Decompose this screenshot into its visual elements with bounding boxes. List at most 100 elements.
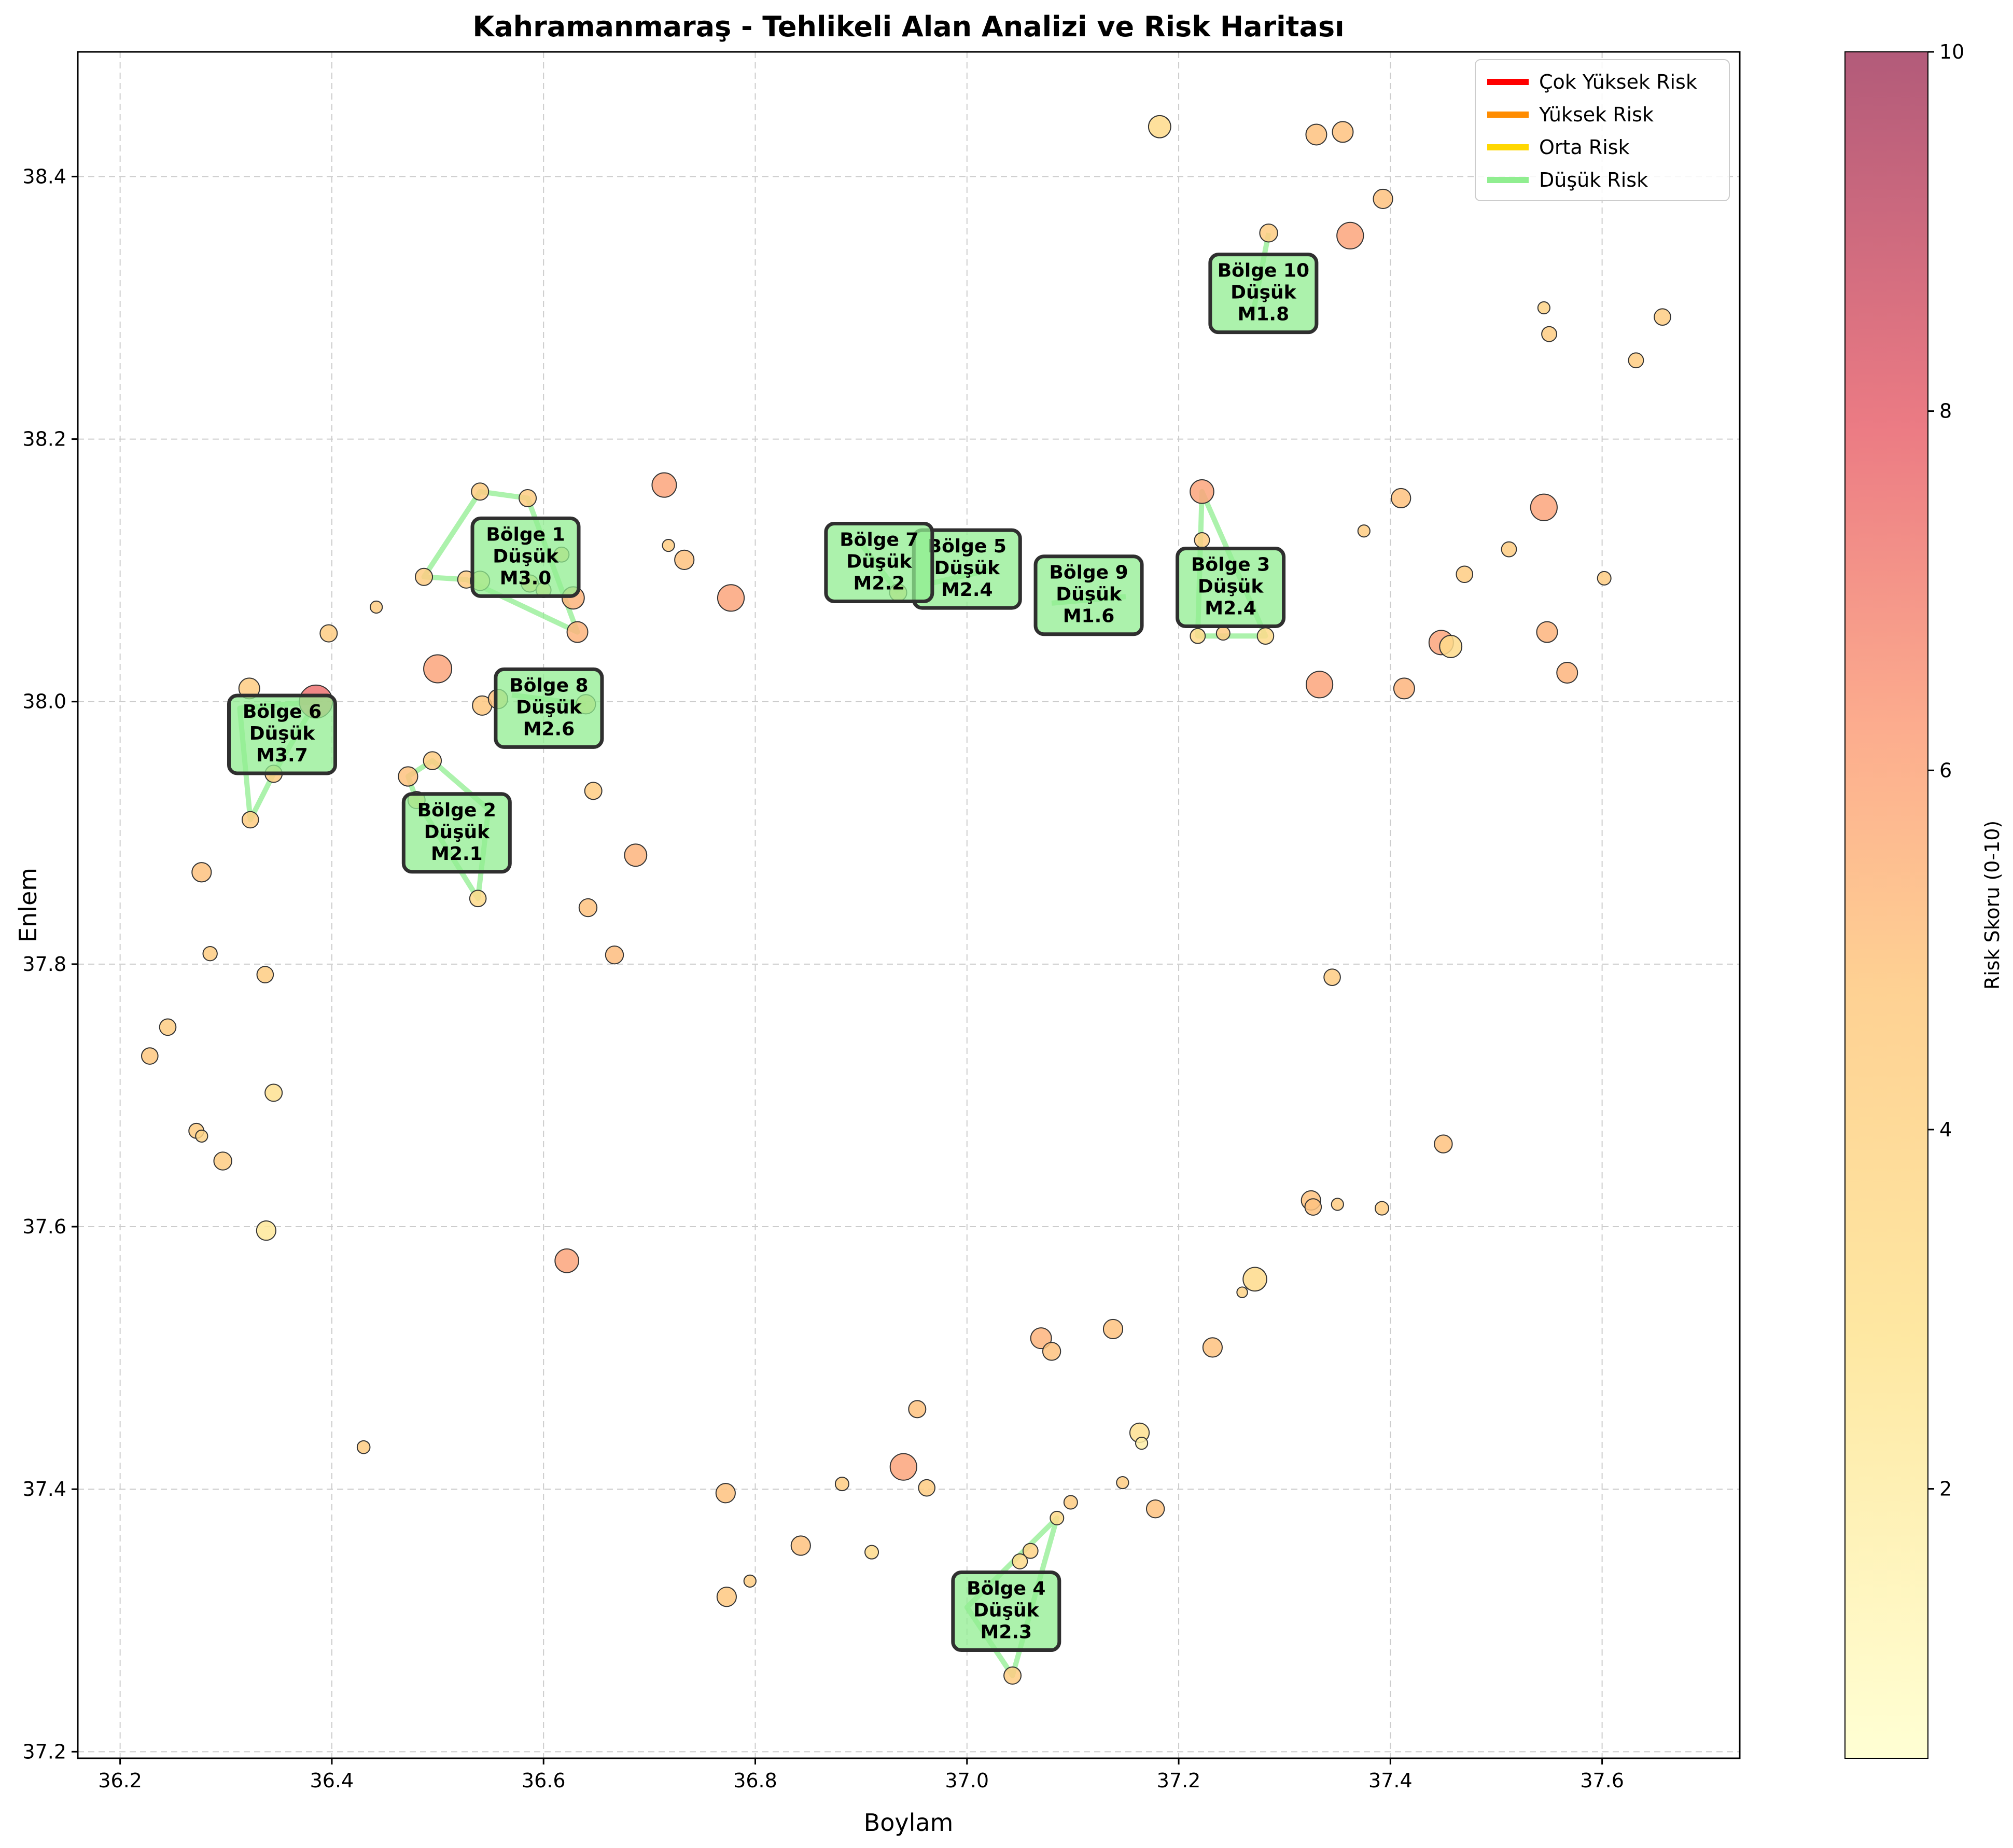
earthquake-point — [471, 482, 490, 501]
zone-label-magnitude: M2.4 — [941, 579, 993, 601]
zone-label-name: Bölge 7 — [840, 529, 918, 550]
zone-label-name: Bölge 8 — [509, 675, 588, 696]
colorbar-tick-label: 10 — [1939, 40, 1964, 63]
earthquake-point — [370, 600, 383, 614]
earthquake-point — [1148, 115, 1171, 138]
earthquake-point — [1022, 1543, 1039, 1559]
zone-label-magnitude: M1.6 — [1063, 606, 1115, 627]
zone-label-box — [1033, 554, 1144, 636]
earthquake-point — [1375, 1201, 1390, 1216]
earthquake-point — [1256, 627, 1275, 645]
zone-label-magnitude: M2.1 — [431, 843, 483, 865]
colorbar-label: Risk Skoru (0-10) — [1981, 821, 2004, 990]
earthquake-point — [1202, 1337, 1223, 1358]
x-tick-label: 37.4 — [1368, 1769, 1413, 1792]
earthquake-point — [1456, 565, 1474, 583]
earthquake-point — [624, 843, 648, 867]
earthquake-point — [605, 945, 624, 965]
earthquake-point — [415, 567, 434, 586]
earthquake-point — [717, 584, 745, 612]
y-axis-label: Enlem — [14, 868, 42, 942]
zone-label-risk: Düşük — [973, 1600, 1040, 1621]
earthquake-point — [864, 1545, 879, 1560]
colorbar: Risk Skoru (0-10) 2 4 6 8 10 — [1844, 40, 2004, 1759]
grid-lines — [78, 52, 1740, 1758]
earthquake-point — [423, 751, 442, 770]
earthquake-point — [1304, 1198, 1322, 1216]
earthquake-point — [1050, 1510, 1065, 1525]
colorbar-tick-label: 6 — [1939, 759, 1952, 782]
earthquake-point — [213, 1151, 232, 1171]
legend-box — [1475, 59, 1730, 201]
zone-label-box — [951, 1571, 1061, 1652]
earthquake-point — [743, 1574, 757, 1588]
earthquake-point — [1116, 1476, 1129, 1490]
earthquake-point — [1305, 123, 1327, 146]
zone-label-magnitude: M2.3 — [981, 1622, 1032, 1643]
earthquake-point — [1190, 479, 1214, 504]
earthquake-point — [918, 1479, 936, 1497]
earthquake-point — [1305, 671, 1334, 699]
zone-label-magnitude: M3.7 — [256, 745, 308, 766]
earthquake-point — [264, 1083, 283, 1102]
earthquake-point — [1215, 626, 1231, 641]
earthquake-point — [1597, 571, 1612, 586]
earthquake-point — [191, 862, 212, 883]
earthquake-point — [1654, 308, 1671, 326]
zone-label-box — [227, 693, 337, 775]
legend-entry: Orta Risk — [1539, 136, 1630, 159]
zone-label-risk: Düşük — [1056, 584, 1122, 605]
zone-label-box — [1176, 547, 1286, 629]
earthquake-point — [1332, 121, 1354, 143]
y-tick-label: 37.4 — [22, 1478, 66, 1500]
legend-entry: Düşük Risk — [1539, 169, 1648, 191]
zone-label-name: Bölge 5 — [928, 536, 1007, 557]
earthquake-point — [566, 621, 589, 643]
y-axis-ticks: 37.2 37.4 37.6 37.8 38.0 38.2 38.4 — [22, 165, 78, 1763]
earthquake-point — [1236, 1286, 1248, 1298]
earthquake-point — [1259, 224, 1278, 243]
zone-label-box — [824, 521, 934, 603]
zone-label-magnitude: M2.2 — [854, 573, 905, 594]
x-tick-label: 37.2 — [1157, 1769, 1201, 1792]
zone-label-name: Bölge 1 — [486, 524, 565, 545]
earthquake-point — [398, 766, 418, 787]
earthquake-point — [1331, 1198, 1344, 1211]
earthquake-point — [469, 890, 487, 908]
earthquake-point — [908, 1400, 927, 1419]
earthquake-point — [1391, 488, 1411, 509]
legend-entry: Çok Yüksek Risk — [1539, 71, 1697, 93]
earthquake-point — [1194, 532, 1210, 548]
earthquake-point — [1439, 635, 1463, 658]
earthquake-point — [1042, 1342, 1061, 1361]
earthquake-point — [1323, 968, 1341, 986]
zone-label-magnitude: M2.4 — [1205, 598, 1256, 619]
zone-label-name: Bölge 10 — [1218, 260, 1309, 282]
zone-label-name: Bölge 2 — [417, 800, 496, 821]
zone-label-risk: Düşük — [1231, 282, 1297, 303]
plot-frame — [77, 51, 1741, 1759]
chart-title: Kahramanmaraş - Tehlikeli Alan Analizi v… — [472, 10, 1344, 43]
x-tick-label: 36.2 — [98, 1769, 142, 1792]
earthquake-point — [674, 549, 695, 571]
zone-label-name: Bölge 9 — [1049, 562, 1128, 583]
colorbar-gradient — [1844, 51, 1928, 1759]
x-tick-label: 36.8 — [733, 1769, 777, 1792]
earthquake-point — [1357, 524, 1371, 538]
zone-label-magnitude: M1.8 — [1238, 304, 1290, 325]
x-tick-label: 36.6 — [522, 1769, 566, 1792]
y-tick-label: 37.8 — [22, 953, 66, 976]
zone-label-name: Bölge 3 — [1191, 554, 1270, 576]
colorbar-tick-label: 8 — [1939, 400, 1952, 423]
zone-label-risk: Düşük — [1198, 576, 1264, 598]
zone-label-magnitude: M3.0 — [500, 567, 552, 589]
earthquake-point — [1012, 1553, 1028, 1569]
y-tick-label: 38.4 — [22, 165, 66, 188]
earthquake-point — [1190, 628, 1206, 644]
